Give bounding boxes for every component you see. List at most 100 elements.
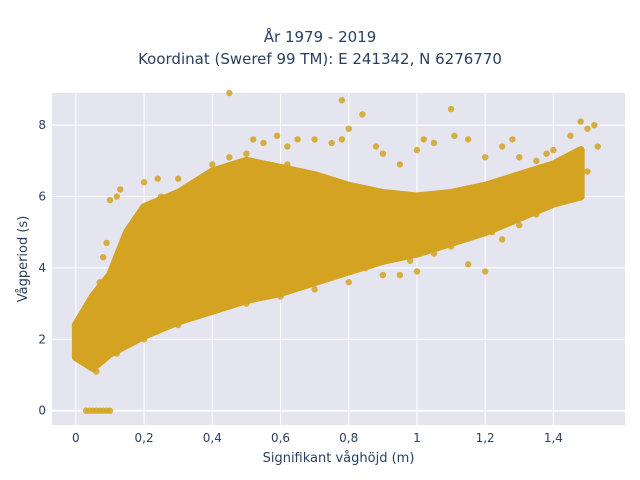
x-tick-label: 0: [72, 431, 80, 445]
scatter-point: [533, 157, 540, 165]
scatter-point: [226, 154, 233, 161]
scatter-point: [331, 264, 339, 272]
scatter-point: [481, 154, 489, 161]
scatter-point: [328, 139, 335, 147]
scatter-point: [106, 328, 114, 336]
scatter-point: [294, 136, 301, 143]
scatter-point: [570, 186, 578, 193]
scatter-point: [584, 168, 591, 175]
scatter-point: [311, 286, 318, 293]
scatter-point: [464, 261, 472, 268]
scatter-point: [556, 196, 564, 204]
scatter-point: [359, 111, 366, 118]
scatter-point: [362, 264, 369, 272]
x-tick-label: 1: [413, 431, 421, 445]
chart-title-line2: Koordinat (Sweref 99 TM): E 241342, N 62…: [138, 50, 502, 68]
scatter-point: [372, 143, 380, 150]
scatter-point: [338, 136, 346, 143]
scatter-point: [157, 193, 165, 200]
scatter-point: [284, 161, 291, 168]
scatter-point: [481, 268, 489, 275]
scatter-point: [577, 118, 584, 125]
scatter-point: [499, 236, 506, 243]
scatter-point: [509, 136, 516, 143]
scatter-point: [594, 143, 601, 150]
scatter-point: [209, 161, 216, 168]
scatter-point: [345, 125, 352, 132]
scatter-point: [430, 250, 438, 257]
scatter-point: [229, 286, 236, 293]
scatter-point: [406, 257, 414, 264]
scatter-point: [567, 132, 574, 140]
scatter-point: [260, 139, 267, 147]
scatter-point: [140, 336, 148, 343]
y-tick-label: 8: [38, 118, 46, 132]
scatter-point: [99, 254, 107, 261]
scatter-point: [396, 161, 404, 168]
scatter-point: [516, 221, 523, 229]
scatter-point: [379, 150, 387, 157]
scatter-point: [192, 182, 199, 190]
scatter-point: [113, 193, 121, 200]
scatter-points: [71, 89, 601, 414]
scatter-point: [168, 303, 175, 311]
scatter-point: [154, 175, 161, 182]
x-tick-label: 0,4: [203, 431, 222, 445]
scatter-point: [413, 268, 421, 275]
scatter-point: [311, 136, 318, 143]
x-tick-labels: 0 0,2 0,4 0,6 0,8 1 1,2 1,4: [72, 431, 563, 445]
scatter-point: [82, 339, 90, 347]
scatter-point: [174, 321, 182, 329]
dense-point-cloud: [71, 146, 585, 372]
x-tick-label: 1,4: [544, 431, 563, 445]
x-tick-label: 1,2: [476, 431, 495, 445]
chart-title-line1: År 1979 - 2019: [263, 28, 377, 46]
scatter-point: [516, 154, 523, 161]
scatter-point: [304, 268, 312, 275]
y-tick-label: 6: [38, 190, 46, 204]
y-axis-title: Vågperiod (s): [16, 216, 31, 303]
scatter-point: [174, 175, 182, 182]
scatter-point: [96, 279, 103, 286]
scatter-point: [345, 279, 352, 286]
scatter-point: [89, 364, 97, 372]
scatter-point: [379, 271, 387, 279]
scatter-point: [447, 243, 455, 250]
scatter-point: [386, 246, 393, 254]
x-axis-title: Signifikant våghöjd (m): [263, 451, 415, 466]
y-tick-label: 4: [38, 261, 46, 275]
y-tick-labels: 0 2 4 6 8: [38, 118, 46, 418]
scatter-point: [533, 211, 540, 218]
x-tick-label: 0,6: [271, 431, 290, 445]
scatter-point: [72, 350, 80, 357]
scatter-point: [447, 105, 455, 113]
scatter-point: [140, 179, 148, 186]
scatter-point: [134, 318, 141, 325]
scatter-point: [430, 139, 438, 147]
scatter-point: [117, 186, 124, 193]
scatter-point: [226, 89, 233, 97]
scatter-point: [277, 293, 284, 300]
scatter-point: [273, 132, 281, 140]
scatter-point: [584, 125, 591, 132]
scatter-point: [103, 239, 110, 247]
scatter-point: [499, 143, 506, 150]
scatter-point: [260, 279, 267, 286]
y-tick-label: 2: [38, 332, 46, 346]
scatter-point: [202, 296, 209, 304]
x-tick-label: 0,2: [135, 431, 154, 445]
scatter-point: [106, 407, 114, 414]
scatter-point: [243, 150, 250, 157]
scatter-point: [250, 136, 257, 143]
scatter-point: [396, 271, 404, 279]
scatter-point: [420, 136, 427, 143]
scatter-point: [106, 196, 114, 204]
y-tick-label: 0: [38, 404, 46, 418]
scatter-point: [113, 350, 121, 357]
scatter-point: [209, 307, 216, 314]
scatter-point: [130, 229, 138, 236]
scatter-point: [413, 146, 421, 154]
scatter-point: [243, 300, 250, 307]
scatter-point: [464, 136, 472, 143]
